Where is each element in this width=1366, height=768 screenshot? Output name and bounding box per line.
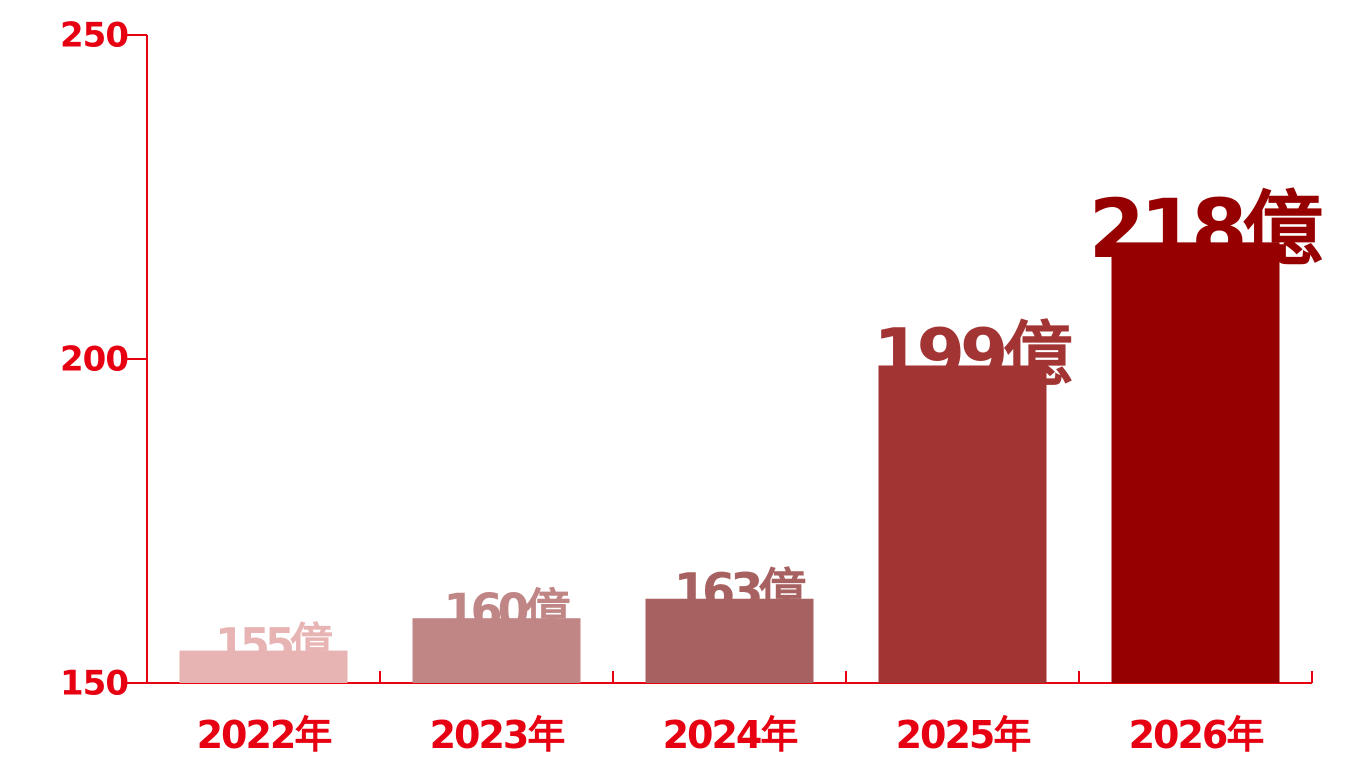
bar (878, 365, 1047, 683)
value-label: 155億 (215, 619, 333, 669)
bar (1111, 242, 1280, 684)
y-tick-label: 200 (60, 340, 128, 380)
x-tick-label: 2025年 (896, 713, 1031, 757)
x-tick-label: 2026年 (1129, 713, 1264, 757)
value-label: 160億 (443, 583, 570, 637)
x-tick-label: 2024年 (663, 713, 798, 757)
y-tick-label: 150 (60, 664, 128, 704)
x-tick-label: 2022年 (197, 713, 332, 757)
value-label: 163億 (674, 564, 807, 619)
value-label: 218億 (1089, 183, 1323, 277)
value-label: 199億 (873, 315, 1072, 395)
bar (179, 650, 348, 683)
bar (645, 598, 814, 683)
bar (412, 618, 581, 683)
x-tick-label: 2023年 (430, 713, 565, 757)
y-tick-label: 250 (60, 16, 128, 56)
